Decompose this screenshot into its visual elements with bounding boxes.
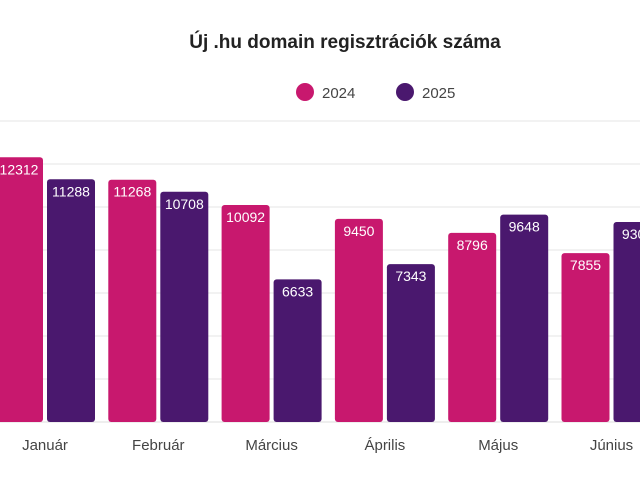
bar-2025-Január bbox=[47, 179, 95, 422]
data-label: 10092 bbox=[226, 209, 265, 225]
bar-2024-Április bbox=[334, 218, 383, 422]
category-label: Március bbox=[245, 437, 298, 454]
bar-2025-Április bbox=[386, 264, 435, 422]
category-label: Május bbox=[478, 437, 518, 454]
category-label: Június bbox=[590, 437, 633, 454]
data-label: 12312 bbox=[0, 161, 39, 177]
bar-2024-Május bbox=[448, 232, 497, 422]
legend: 2024 2025 bbox=[296, 83, 455, 102]
data-label: 9450 bbox=[343, 223, 374, 239]
data-label: 11288 bbox=[52, 183, 90, 199]
category-label: Január bbox=[22, 437, 68, 454]
category-label: Április bbox=[364, 437, 405, 454]
data-label: 9300 bbox=[622, 226, 640, 242]
bar-2024-Március bbox=[221, 205, 270, 422]
category-label: Február bbox=[132, 437, 185, 454]
data-label: 6633 bbox=[282, 283, 313, 299]
bar-2025-Február bbox=[160, 191, 209, 422]
bar-2024-Február bbox=[108, 179, 157, 422]
category-labels: Január Február Március Április Május Június bbox=[22, 437, 633, 454]
data-label: 11268 bbox=[113, 184, 151, 200]
legend-marker-2025 bbox=[396, 83, 414, 101]
bar-2024-Június bbox=[561, 253, 610, 422]
data-label: 8796 bbox=[457, 237, 488, 253]
legend-label-2025: 2025 bbox=[422, 85, 455, 102]
data-label: 7343 bbox=[395, 268, 426, 284]
bar-2025-Június bbox=[613, 222, 640, 422]
chart-title: Új .hu domain regisztrációk száma bbox=[189, 31, 501, 53]
legend-marker-2024 bbox=[296, 83, 314, 101]
bar-2024-Január bbox=[0, 157, 43, 422]
data-label: 9648 bbox=[509, 219, 540, 235]
bars: 12312 11288 11268 10708 10092 6633 9450 7343 879… bbox=[0, 157, 640, 422]
bar-2025-Március bbox=[273, 279, 322, 422]
data-label: 7855 bbox=[570, 257, 601, 273]
data-label: 10708 bbox=[165, 196, 204, 212]
legend-label-2024: 2024 bbox=[322, 85, 355, 102]
bar-2025-Május bbox=[500, 214, 549, 422]
